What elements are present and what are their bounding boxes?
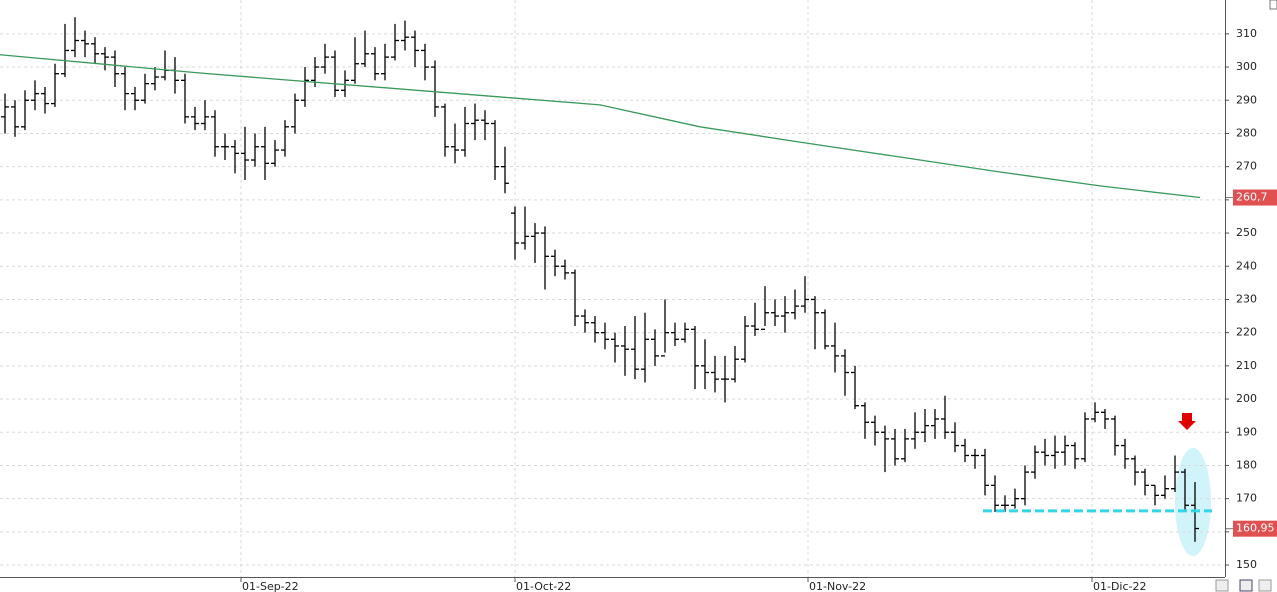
- menu-button[interactable]: [1258, 579, 1272, 592]
- highlight-ellipse: [1175, 448, 1211, 556]
- plot-area: [0, 0, 1225, 577]
- scroll-button[interactable]: [1215, 579, 1229, 592]
- price-label-box: [1233, 520, 1277, 537]
- y-tick-label: 220: [1236, 326, 1257, 339]
- y-tick-label: 230: [1236, 292, 1257, 305]
- price-label: 260,7: [1236, 191, 1268, 204]
- y-tick-label: 310: [1236, 27, 1257, 40]
- y-tick-label: 170: [1236, 492, 1257, 505]
- y-tick-label: 280: [1236, 126, 1257, 139]
- arrow-icon: [1178, 413, 1196, 430]
- x-tick-label: 01-Dic-22: [1093, 580, 1147, 592]
- y-tick-label: 150: [1236, 558, 1257, 571]
- x-tick-label: 01-Oct-22: [516, 580, 571, 592]
- y-tick-label: 200: [1236, 392, 1257, 405]
- y-tick-label: 190: [1236, 425, 1257, 438]
- y-tick-label: 180: [1236, 458, 1257, 471]
- moving-average: [0, 54, 1201, 199]
- y-tick-label: 270: [1236, 160, 1257, 173]
- x-tick-label: 01-Nov-22: [809, 580, 866, 592]
- save-button[interactable]: [1239, 579, 1253, 592]
- y-tick-label: 300: [1236, 60, 1257, 73]
- x-tick-label: 01-Sep-22: [242, 580, 299, 592]
- y-tick-label: 290: [1236, 93, 1257, 106]
- y-tick-label: 240: [1236, 259, 1257, 272]
- price-label-box: [1233, 189, 1277, 206]
- y-tick-label: 210: [1236, 359, 1257, 372]
- corner-button[interactable]: [1269, 0, 1277, 10]
- y-tick-label: 250: [1236, 226, 1257, 239]
- price-label: 160,95: [1236, 522, 1275, 535]
